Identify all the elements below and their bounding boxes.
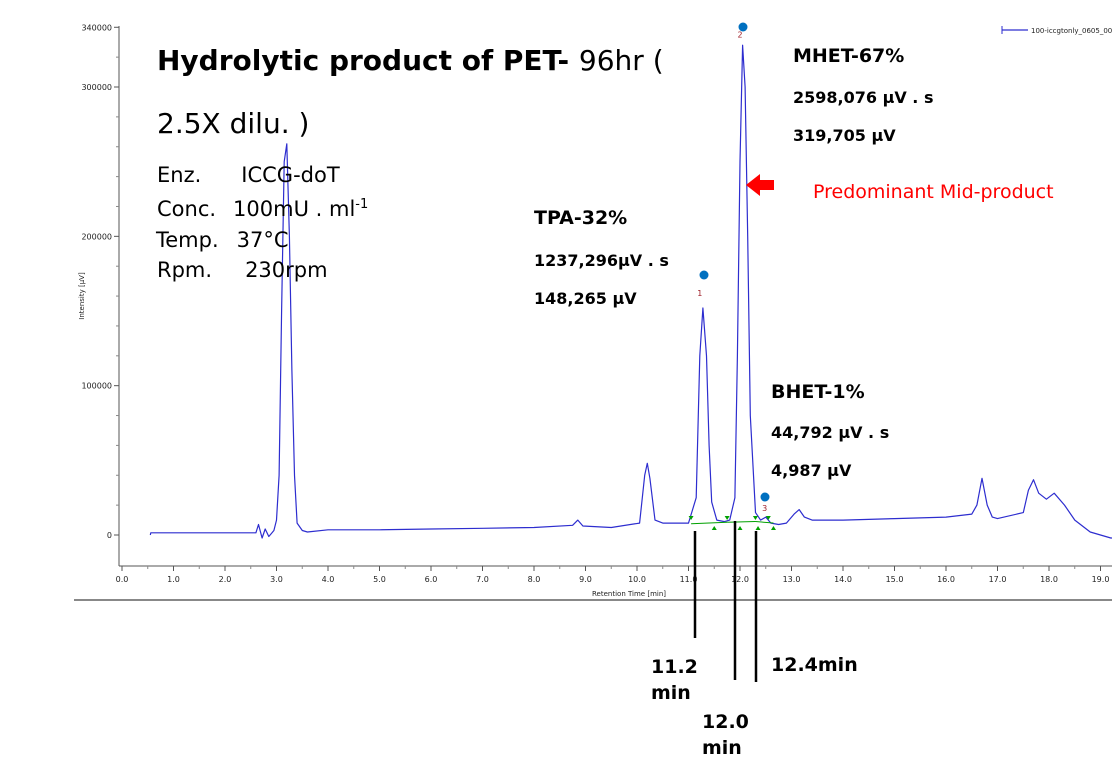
- x-tick-label: 6.0: [425, 575, 438, 584]
- y-tick-label: 0: [107, 531, 112, 540]
- x-tick-label: 17.0: [989, 575, 1007, 584]
- integration-marker: [765, 516, 771, 521]
- retention-value: 12.4min: [771, 654, 858, 676]
- retention-unit: min: [651, 682, 691, 704]
- retention-time-lines: [693, 521, 758, 682]
- x-tick-label: 2.0: [219, 575, 232, 584]
- condition-rpm: Rpm. 230rpm: [157, 258, 328, 282]
- bhet-area: 44,792 μV . s: [771, 423, 890, 442]
- tpa-area: 1237,296μV . s: [534, 251, 669, 270]
- x-tick-label: 8.0: [528, 575, 541, 584]
- x-tick-label: 16.0: [937, 575, 955, 584]
- x-tick-label: 19.0: [1092, 575, 1110, 584]
- x-tick-label: 4.0: [322, 575, 335, 584]
- y-tick-label: 340000: [81, 23, 112, 32]
- predominant-note: Predominant Mid-product: [813, 181, 1054, 203]
- y-ticks: 0 100000 200000 300000 340000: [81, 23, 119, 540]
- x-tick-label: 5.0: [373, 575, 386, 584]
- mhet-peak-dot: [738, 22, 748, 32]
- x-tick-label: 11.0: [680, 575, 698, 584]
- y-tick-label: 200000: [81, 232, 112, 241]
- tpa-peak-dot: [699, 270, 709, 280]
- peak-number-label: 2: [737, 31, 742, 40]
- y-axis-title: Intensity [μV]: [78, 272, 86, 320]
- retention-label-12-0: 12.0 min: [702, 709, 749, 761]
- condition-superscript: -1: [355, 197, 369, 212]
- x-tick-label: 12.0: [731, 575, 749, 584]
- condition-value: 100mU . ml: [233, 197, 356, 221]
- x-tick-label: 15.0: [886, 575, 904, 584]
- retention-label-11-2: 11.2 min: [651, 654, 698, 706]
- condition-label: Enz.: [157, 163, 202, 187]
- tpa-name: TPA-32%: [534, 207, 628, 229]
- condition-value: 37°C: [236, 228, 289, 252]
- mhet-baseline: [727, 521, 756, 523]
- condition-enzyme: Enz. ICCG-doT: [157, 163, 340, 187]
- retention-value: 11.2: [651, 656, 698, 678]
- x-tick-label: 10.0: [628, 575, 646, 584]
- baseline-markers: [688, 516, 776, 531]
- condition-temperature: Temp. 37°C: [156, 228, 289, 252]
- x-tick-label: 14.0: [834, 575, 852, 584]
- integration-marker: [711, 526, 717, 531]
- title-line-2: 2.5X dilu. ): [157, 107, 310, 140]
- x-tick-label: 13.0: [783, 575, 801, 584]
- y-tick-label: 300000: [81, 83, 112, 92]
- integration-marker: [737, 526, 743, 531]
- x-ticks: 0.0 1.0 2.0 3.0 4.0 5.0 6.0 7.0 8.0 9.0 10.0 11.0 12…: [116, 566, 1110, 584]
- x-tick-label: 9.0: [579, 575, 592, 584]
- series-layer: [149, 44, 1112, 539]
- x-tick-label: 0.0: [116, 575, 129, 584]
- peak-number-labels: 1 2 3: [697, 31, 767, 513]
- condition-label: Temp.: [156, 228, 219, 252]
- bhet-name: BHET-1%: [771, 381, 865, 403]
- x-tick-label: 1.0: [167, 575, 180, 584]
- bhet-peak-dot: [760, 492, 770, 502]
- retention-unit: min: [702, 737, 742, 759]
- bhet-height: 4,987 μV: [771, 461, 852, 480]
- integration-marker: [688, 516, 694, 521]
- legend-entry: 100-iccgtonly_0605_003-9: [1031, 27, 1112, 35]
- retention-label-12-4: 12.4min: [771, 654, 858, 676]
- integration-marker: [752, 516, 758, 521]
- series-line-0: [149, 44, 1112, 539]
- mhet-area: 2598,076 μV . s: [793, 88, 934, 107]
- x-tick-label: 3.0: [270, 575, 283, 584]
- title-line-1: Hydrolytic product of PET- 96hr (: [157, 44, 664, 77]
- mhet-height: 319,705 μV: [793, 126, 896, 145]
- x-tick-label: 18.0: [1040, 575, 1058, 584]
- bhet-baseline: [755, 521, 774, 524]
- integration-marker: [755, 526, 761, 531]
- condition-value: 230rpm: [245, 258, 328, 282]
- retention-value: 12.0: [702, 711, 749, 733]
- x-tick-label: 7.0: [476, 575, 489, 584]
- tpa-height: 148,265 μV: [534, 289, 637, 308]
- red-arrow-icon: [746, 174, 774, 196]
- legend: 100-iccgtonly_0605_003-9: [1001, 26, 1112, 35]
- condition-concentration: Conc. 100mU . ml-1: [157, 197, 368, 221]
- condition-label: Conc.: [157, 197, 217, 221]
- mhet-name: MHET-67%: [793, 45, 905, 67]
- condition-value: ICCG-doT: [241, 163, 340, 187]
- y-tick-label: 100000: [81, 382, 112, 391]
- x-axis-title: Retention Time [min]: [592, 590, 666, 598]
- peak-dots: [699, 22, 770, 502]
- integration-marker: [770, 526, 776, 531]
- tpa-baseline: [691, 521, 728, 525]
- title-bold-part: Hydrolytic product of PET-: [157, 44, 579, 77]
- peak-number-label: 1: [697, 289, 702, 298]
- condition-label: Rpm.: [157, 258, 213, 282]
- peak-number-label: 3: [762, 504, 767, 513]
- title-thin-part: 96hr (: [578, 44, 664, 77]
- integration-marker: [724, 516, 730, 521]
